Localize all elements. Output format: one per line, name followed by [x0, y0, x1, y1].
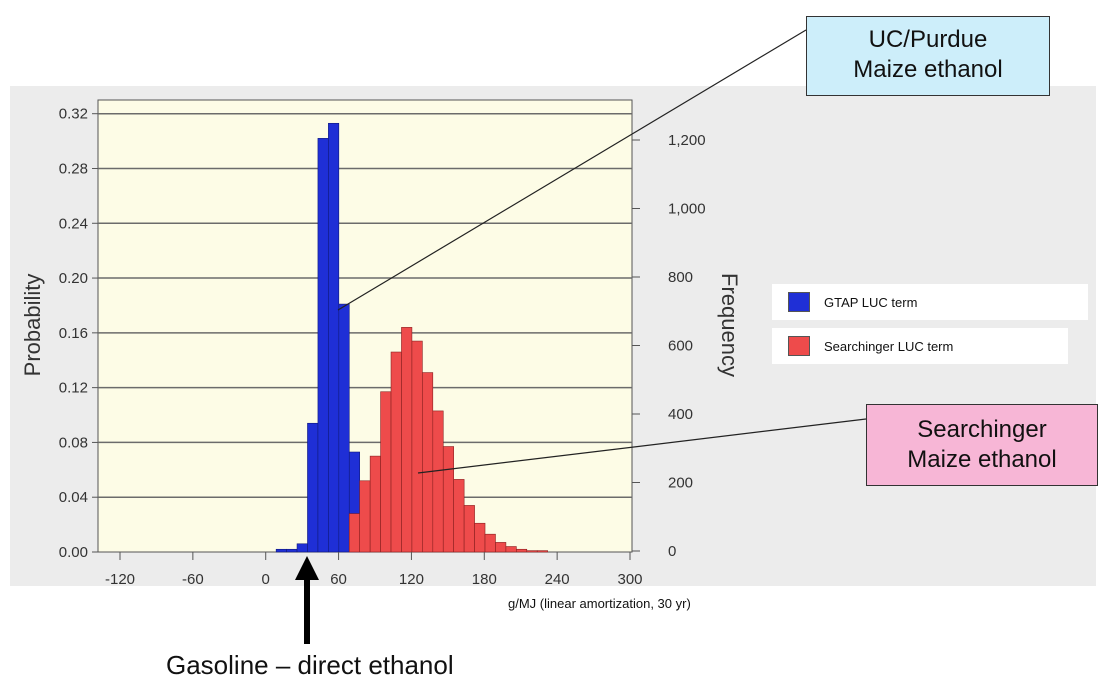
bar-searchinger-luc-term [516, 548, 528, 553]
x-axis-label-box: g/MJ (linear amortization, 30 yr) [500, 588, 834, 622]
bar-searchinger-luc-term [401, 327, 413, 553]
y-tick-label: 0.20 [59, 270, 88, 287]
x-tick-label: -120 [105, 571, 135, 588]
plot-area [97, 99, 633, 553]
x-tick-label: 60 [330, 571, 347, 588]
x-tick-label: 0 [262, 571, 270, 588]
freq-tick-label: 600 [668, 338, 693, 355]
freq-tick-label: 800 [668, 269, 693, 286]
freq-tick-label: 0 [668, 543, 676, 560]
x-tick-label: -60 [182, 571, 204, 588]
bar-searchinger-luc-term [536, 550, 548, 553]
y-axis-label-left: Probability [20, 274, 45, 377]
grid-lines [98, 112, 632, 498]
legend-swatch-searchinger [788, 336, 810, 356]
gasoline-arrow-head [295, 556, 319, 580]
y-axis-label-right: Frequency [717, 273, 742, 377]
bar-searchinger-luc-term [453, 479, 465, 553]
legend-label-gtap: GTAP LUC term [824, 294, 918, 310]
bar-gtap-luc-term [286, 548, 298, 553]
y-tick-label: 0.08 [59, 434, 88, 451]
freq-tick-label: 1,200 [668, 132, 706, 149]
searchinger-callout-line2: Maize ethanol [907, 446, 1057, 473]
bar-gtap-luc-term [338, 303, 350, 553]
y-tick-label: 0.04 [59, 489, 88, 506]
purdue-callout-line2: Maize ethanol [853, 56, 1003, 83]
x-tick-label: 180 [472, 571, 497, 588]
bar-searchinger-luc-term [359, 480, 371, 553]
x-axis: -120 -60 0 60 120 180 240 300 [105, 552, 643, 588]
bar-searchinger-luc-term [348, 513, 360, 553]
legend-item-searchinger: Searchinger LUC term [772, 328, 1068, 364]
bar-searchinger-luc-term [432, 410, 444, 553]
right-axis: 0 200 400 600 800 1,000 1,200 [632, 132, 706, 560]
searchinger-leader-line [417, 418, 867, 474]
purdue-leader-line [337, 29, 807, 311]
bar-searchinger-luc-term [463, 505, 475, 553]
x-tick-label: 240 [545, 571, 570, 588]
bar-searchinger-luc-term [526, 550, 538, 553]
left-axis: 0.00 0.04 0.08 0.12 0.16 0.20 0.24 0.28 0.32 [59, 106, 98, 561]
searchinger-callout-line1: Searchinger [917, 416, 1047, 443]
bars [275, 122, 548, 553]
legend: GTAP LUC term Searchinger LUC term [772, 284, 1088, 368]
freq-tick-label: 200 [668, 475, 693, 492]
legend-swatch-gtap [788, 292, 810, 312]
freq-tick-label: 400 [668, 406, 693, 423]
bar-gtap-luc-term [275, 548, 287, 553]
x-tick-label: 300 [617, 571, 642, 588]
bar-gtap-luc-term [296, 543, 308, 553]
bar-searchinger-luc-term [422, 372, 434, 553]
gasoline-label: Gasoline – direct ethanol [166, 650, 454, 680]
purdue-callout-line1: UC/Purdue [868, 26, 988, 53]
legend-item-gtap: GTAP LUC term [772, 284, 1088, 320]
y-tick-label: 0.28 [59, 160, 88, 177]
bar-searchinger-luc-term [505, 546, 517, 553]
legend-label-searchinger: Searchinger LUC term [824, 338, 954, 354]
y-tick-label: 0.32 [59, 106, 88, 123]
y-tick-label: 0.00 [59, 544, 88, 561]
bar-searchinger-luc-term [474, 522, 486, 553]
freq-tick-label: 1,000 [668, 201, 706, 218]
bar-searchinger-luc-term [495, 542, 507, 553]
y-tick-label: 0.16 [59, 325, 88, 342]
bar-gtap-luc-term [317, 138, 329, 553]
bar-searchinger-luc-term [380, 391, 392, 553]
bar-searchinger-luc-term [411, 340, 423, 553]
bar-gtap-luc-term [307, 422, 319, 553]
y-tick-label: 0.24 [59, 215, 88, 232]
y-tick-label: 0.12 [59, 380, 88, 397]
bar-gtap-luc-term [328, 122, 340, 553]
bar-searchinger-luc-term [390, 351, 402, 553]
bar-searchinger-luc-term [369, 455, 381, 553]
bar-searchinger-luc-term [442, 446, 454, 553]
purdue-callout: UC/Purdue Maize ethanol [806, 16, 1050, 96]
searchinger-callout: Searchinger Maize ethanol [866, 404, 1098, 486]
x-axis-label: g/MJ (linear amortization, 30 yr) [508, 596, 691, 611]
bar-searchinger-luc-term [484, 533, 496, 553]
x-tick-label: 120 [399, 571, 424, 588]
